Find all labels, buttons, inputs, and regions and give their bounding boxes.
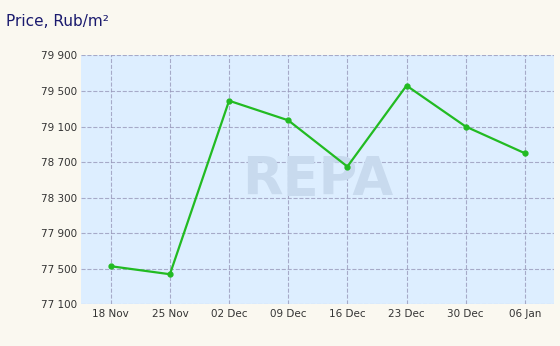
Text: REPA: REPA [242, 154, 394, 206]
Text: Price, Rub/m²: Price, Rub/m² [6, 14, 109, 29]
